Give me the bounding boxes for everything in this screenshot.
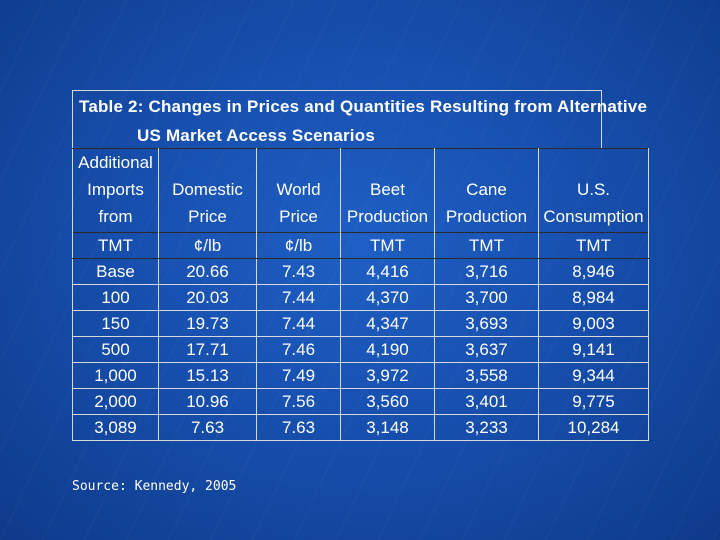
table-cell: 3,716 bbox=[434, 258, 539, 285]
table-row: 2,000 10.96 7.56 3,560 3,401 9,775 bbox=[72, 388, 649, 415]
column-header-line: Consumption bbox=[543, 207, 644, 226]
column-header: Additional Imports from bbox=[72, 148, 159, 233]
unit-cell: TMT bbox=[72, 232, 159, 259]
table-cell: 8,984 bbox=[538, 284, 649, 311]
imports-cell: 2,000 bbox=[72, 388, 159, 415]
table-cell: 15.13 bbox=[158, 362, 257, 389]
table-cell: 3,558 bbox=[434, 362, 539, 389]
column-header-line: U.S. bbox=[576, 180, 611, 199]
column-header-line: Production bbox=[346, 207, 429, 226]
table-cell: 7.44 bbox=[256, 310, 341, 337]
column-header: World Price bbox=[256, 148, 341, 233]
imports-cell: 3,089 bbox=[72, 414, 159, 441]
table-cell: 9,775 bbox=[538, 388, 649, 415]
table-cell: 9,344 bbox=[538, 362, 649, 389]
table-row: 100 20.03 7.44 4,370 3,700 8,984 bbox=[72, 284, 649, 311]
table-row: 1,000 15.13 7.49 3,972 3,558 9,344 bbox=[72, 362, 649, 389]
column-header-line: Price bbox=[279, 207, 318, 226]
table-cell: 3,637 bbox=[434, 336, 539, 363]
table-cell: 10,284 bbox=[538, 414, 649, 441]
column-header-line: Domestic bbox=[172, 180, 243, 199]
column-header-line: Production bbox=[445, 207, 528, 226]
data-table: Additional Imports from Domestic Price W… bbox=[72, 148, 649, 441]
table-cell: 7.63 bbox=[158, 414, 257, 441]
unit-cell: TMT bbox=[340, 232, 435, 259]
table-row: 150 19.73 7.44 4,347 3,693 9,003 bbox=[72, 310, 649, 337]
table-cell: 3,148 bbox=[340, 414, 435, 441]
unit-cell: TMT bbox=[538, 232, 649, 259]
table-title-line-2: US Market Access Scenarios bbox=[137, 126, 375, 145]
table-cell: 4,347 bbox=[340, 310, 435, 337]
header-row: Additional Imports from Domestic Price W… bbox=[72, 148, 649, 233]
table-cell: 17.71 bbox=[158, 336, 257, 363]
column-header: Beet Production bbox=[340, 148, 435, 233]
table-cell: 10.96 bbox=[158, 388, 257, 415]
column-header-line: Price bbox=[188, 207, 227, 226]
table-cell: 7.63 bbox=[256, 414, 341, 441]
table-cell: 3,972 bbox=[340, 362, 435, 389]
table-cell: 20.66 bbox=[158, 258, 257, 285]
unit-cell: ¢/lb bbox=[256, 232, 341, 259]
table-row: Base 20.66 7.43 4,416 3,716 8,946 bbox=[72, 258, 649, 285]
table-title-line-1: Table 2: Changes in Prices and Quantitie… bbox=[79, 97, 648, 116]
column-header: Cane Production bbox=[434, 148, 539, 233]
source-note: Source: Kennedy, 2005 bbox=[72, 479, 237, 494]
table-cell: 7.44 bbox=[256, 284, 341, 311]
table-slide: Table 2: Changes in Prices and Quantitie… bbox=[72, 90, 652, 441]
table-body: Base 20.66 7.43 4,416 3,716 8,946 100 20.03 7.44… bbox=[72, 258, 649, 441]
table-cell: 4,416 bbox=[340, 258, 435, 285]
units-row: TMT ¢/lb ¢/lb TMT TMT TMT bbox=[72, 232, 649, 259]
table-cell: 4,370 bbox=[340, 284, 435, 311]
column-header-line: Beet bbox=[370, 180, 405, 199]
table-cell: 9,141 bbox=[538, 336, 649, 363]
table-cell: 7.46 bbox=[256, 336, 341, 363]
table-cell: 20.03 bbox=[158, 284, 257, 311]
table-row: 3,089 7.63 7.63 3,148 3,233 10,284 bbox=[72, 414, 649, 441]
table-cell: 7.49 bbox=[256, 362, 341, 389]
table-cell: 3,560 bbox=[340, 388, 435, 415]
table-cell: 7.56 bbox=[256, 388, 341, 415]
unit-cell: TMT bbox=[434, 232, 539, 259]
table-cell: 3,693 bbox=[434, 310, 539, 337]
table-title-box: Table 2: Changes in Prices and Quantitie… bbox=[72, 90, 647, 148]
table-cell: 8,946 bbox=[538, 258, 649, 285]
column-header-line: Imports bbox=[87, 180, 144, 199]
table-cell: 3,700 bbox=[434, 284, 539, 311]
column-header: Domestic Price bbox=[158, 148, 257, 233]
imports-cell: Base bbox=[72, 258, 159, 285]
table-cell: 4,190 bbox=[340, 336, 435, 363]
table-cell: 9,003 bbox=[538, 310, 649, 337]
column-header-line: from bbox=[98, 207, 133, 226]
table-cell: 7.43 bbox=[256, 258, 341, 285]
column-header-line: Additional bbox=[78, 153, 153, 172]
column-header-line: World bbox=[276, 180, 321, 199]
unit-cell: ¢/lb bbox=[158, 232, 257, 259]
table-cell: 19.73 bbox=[158, 310, 257, 337]
table-cell: 3,233 bbox=[434, 414, 539, 441]
column-header-line: Cane bbox=[466, 180, 507, 199]
imports-cell: 150 bbox=[72, 310, 159, 337]
imports-cell: 500 bbox=[72, 336, 159, 363]
table-cell: 3,401 bbox=[434, 388, 539, 415]
table-row: 500 17.71 7.46 4,190 3,637 9,141 bbox=[72, 336, 649, 363]
column-header: U.S. Consumption bbox=[538, 148, 649, 233]
imports-cell: 1,000 bbox=[72, 362, 159, 389]
imports-cell: 100 bbox=[72, 284, 159, 311]
